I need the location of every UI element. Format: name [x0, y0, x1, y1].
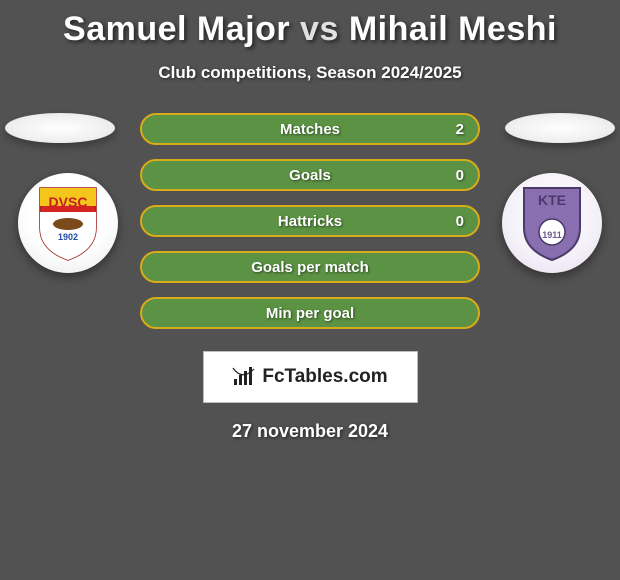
player1-name: Samuel Major [63, 10, 290, 48]
club-shield-right: KTE 1911 [519, 184, 585, 262]
stat-label: Goals [289, 167, 331, 184]
player2-photo-placeholder [505, 113, 615, 143]
chart-bars-icon [232, 367, 256, 387]
stat-row: Matches 2 [140, 113, 480, 145]
brand-box[interactable]: FcTables.com [203, 351, 418, 403]
vs-text: vs [300, 10, 339, 48]
stat-row: Goals per match [140, 251, 480, 283]
comparison-stage: DVSC 1902 KTE 1911 Matches2Goals0Hattric… [0, 113, 620, 329]
player1-photo-placeholder [5, 113, 115, 143]
club-badge-right: KTE 1911 [502, 173, 602, 273]
stat-row: Min per goal [140, 297, 480, 329]
stat-row: Hattricks 0 [140, 205, 480, 237]
stat-label: Hattricks [278, 213, 342, 230]
stat-row: Goals 0 [140, 159, 480, 191]
stat-value: 0 [456, 213, 464, 230]
stat-label: Min per goal [266, 305, 354, 322]
date-line: 27 november 2024 [0, 421, 620, 442]
club-left-abbr: DVSC [35, 194, 101, 210]
stat-value: 2 [456, 121, 464, 138]
player2-name: Mihail Meshi [349, 10, 557, 48]
club-badge-left: DVSC 1902 [18, 173, 118, 273]
club-left-year: 1902 [35, 232, 101, 242]
club-shield-left: DVSC 1902 [35, 184, 101, 262]
club-right-abbr: KTE [519, 192, 585, 208]
stat-rows-container: Matches 2 Goals 0 Hattricks 0 Goals per match M… [140, 113, 480, 329]
brand-label: FcTables.com [262, 366, 387, 388]
stat-label: Matches [280, 121, 340, 138]
stat-label: Goals per match [251, 259, 369, 276]
subtitle: Club competitions, Season 2024/2025 [0, 63, 620, 83]
club-right-year: 1911 [519, 230, 585, 240]
stat-value: 0 [456, 167, 464, 184]
page-title: Samuel Major vs Mihail Meshi [0, 0, 620, 49]
